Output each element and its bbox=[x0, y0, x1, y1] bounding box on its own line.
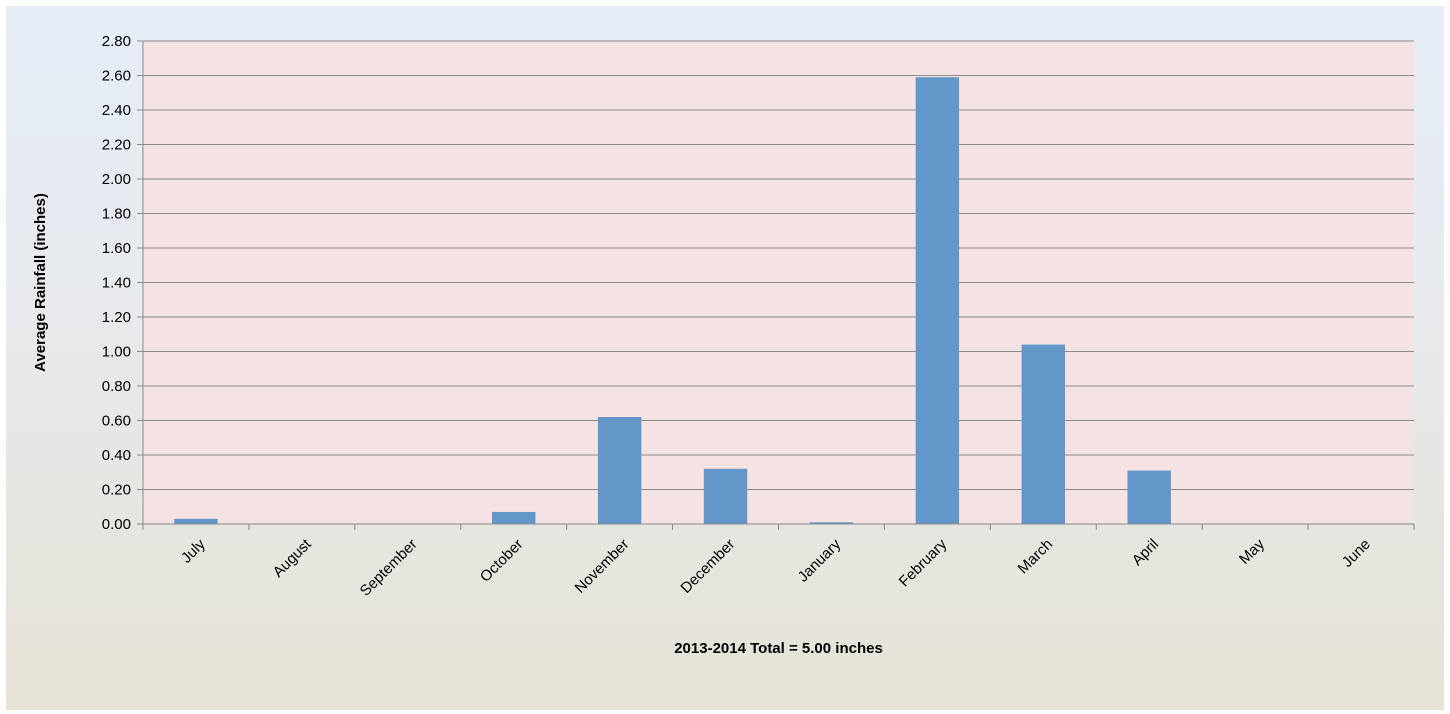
y-tick-label: 0.40 bbox=[102, 447, 131, 464]
y-tick-label: 0.00 bbox=[102, 516, 131, 533]
y-tick-label: 2.60 bbox=[102, 68, 131, 85]
y-tick-label: 1.60 bbox=[102, 240, 131, 257]
x-tick-label: May bbox=[1236, 535, 1268, 567]
x-axis-title: 2013-2014 Total = 5.00 inches bbox=[674, 640, 883, 657]
y-tick-label: 0.80 bbox=[102, 378, 131, 395]
y-tick-label: 0.20 bbox=[102, 482, 131, 499]
x-tick-label: February bbox=[896, 535, 951, 590]
bar-february bbox=[915, 77, 960, 524]
y-axis-title: Average Rainfall (inches) bbox=[32, 193, 49, 372]
x-tick-label: June bbox=[1339, 536, 1374, 571]
x-tick-label: March bbox=[1015, 536, 1056, 577]
y-tick-label: 2.00 bbox=[102, 171, 131, 188]
y-tick-label: 2.40 bbox=[102, 102, 131, 119]
x-tick-label: November bbox=[571, 536, 632, 597]
bars bbox=[174, 77, 1171, 524]
x-tick-label: January bbox=[795, 535, 845, 585]
bar-october bbox=[491, 511, 536, 524]
y-tick-label: 2.80 bbox=[102, 33, 131, 50]
x-tick-label: September bbox=[357, 536, 421, 600]
y-tick-labels: 0.00 0.20 0.40 0.60 0.80 1.00 1.20 1.40 1.60 1.80… bbox=[102, 33, 131, 533]
x-tick-labels: July August September October November Decemb… bbox=[178, 535, 1374, 599]
y-tick-label: 2.20 bbox=[102, 137, 131, 154]
x-tick-label: December bbox=[677, 536, 738, 597]
y-tick-label: 0.60 bbox=[102, 413, 131, 430]
bar-april bbox=[1127, 470, 1171, 524]
y-tick-label: 1.40 bbox=[102, 275, 131, 292]
x-tick-label: April bbox=[1129, 536, 1162, 569]
y-tick-label: 1.20 bbox=[102, 309, 131, 326]
bar-november bbox=[597, 417, 642, 524]
axes bbox=[137, 40, 1415, 530]
bar-december bbox=[703, 468, 748, 524]
bar-march bbox=[1021, 344, 1066, 524]
gridlines bbox=[143, 40, 1414, 490]
bar-january bbox=[809, 522, 854, 524]
x-tick-label: October bbox=[477, 536, 527, 586]
x-tick-label: July bbox=[178, 535, 209, 566]
x-tick-label: August bbox=[270, 535, 316, 581]
y-tick-label: 1.00 bbox=[102, 344, 131, 361]
bar-july bbox=[174, 518, 218, 524]
y-tick-label: 1.80 bbox=[102, 206, 131, 223]
